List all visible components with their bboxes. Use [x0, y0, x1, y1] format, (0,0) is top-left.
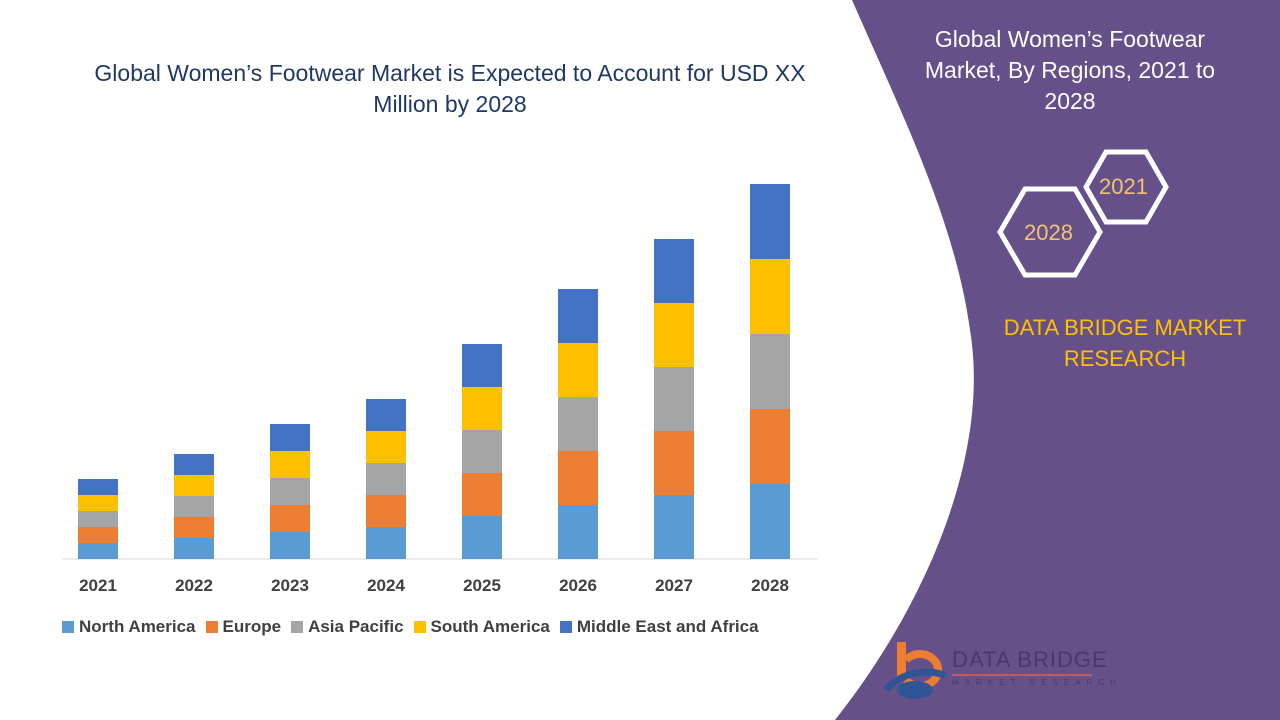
hex-label-end: 2028: [1024, 220, 1073, 245]
bar-segment-2027-south-america: [654, 303, 694, 367]
legend-swatch: [62, 621, 74, 633]
x-tick-label: 2021: [79, 576, 117, 595]
logo-icon: [883, 642, 947, 699]
x-tick-label: 2028: [751, 576, 789, 595]
legend-item: Europe: [205, 617, 282, 637]
hexagon-2028: [997, 186, 1103, 278]
bar-segment-2021-europe: [78, 527, 118, 543]
bar-segment-2021-middle-east-and-africa: [78, 479, 118, 495]
x-tick-label: 2025: [463, 576, 501, 595]
hexagon-2021: [1083, 149, 1169, 225]
bar-segment-2025-south-america: [462, 387, 502, 430]
bar-segment-2022-europe: [174, 517, 214, 538]
x-tick-label: 2024: [367, 576, 405, 595]
bar-segment-2024-middle-east-and-africa: [366, 399, 406, 431]
legend-label: Middle East and Africa: [576, 617, 759, 636]
legend-label: North America: [79, 617, 196, 636]
bar-segment-2024-europe: [366, 495, 406, 527]
legend-item: Asia Pacific: [291, 617, 404, 637]
bar-segment-2026-south-america: [558, 343, 598, 397]
bar-segment-2022-north-america: [174, 538, 214, 559]
legend-label: South America: [430, 617, 550, 636]
logo-subtext: MARKET RESEARCH: [952, 678, 1122, 687]
bars: [78, 184, 790, 559]
bar-segment-2028-asia-pacific: [750, 334, 790, 409]
logo-text: DATA BRIDGE: [952, 647, 1108, 672]
bar-segment-2027-north-america: [654, 495, 694, 559]
legend: North America Europe Asia Pacific South Ame…: [62, 617, 759, 637]
bar-segment-2023-north-america: [270, 532, 310, 559]
side-panel-title: Global Women’s Footwear Market, By Regio…: [924, 26, 1216, 114]
bar-segment-2021-north-america: [78, 543, 118, 559]
bar-segment-2027-middle-east-and-africa: [654, 239, 694, 303]
x-tick-label: 2022: [175, 576, 213, 595]
legend-item: Middle East and Africa: [559, 617, 759, 637]
legend-swatch: [291, 621, 304, 633]
bar-segment-2022-middle-east-and-africa: [174, 454, 214, 475]
bar-segment-2023-south-america: [270, 451, 310, 478]
x-tick-label: 2027: [655, 576, 693, 595]
bar-segment-2024-south-america: [366, 431, 406, 463]
bar-segment-2021-asia-pacific: [78, 511, 118, 527]
bar-segment-2026-north-america: [558, 505, 598, 559]
bar-segment-2025-middle-east-and-africa: [462, 344, 502, 387]
legend-swatch: [205, 621, 218, 633]
legend-item: North America: [62, 617, 196, 637]
x-tick-label: 2026: [559, 576, 597, 595]
bar-segment-2026-asia-pacific: [558, 397, 598, 451]
side-panel-bg: [835, 0, 1280, 720]
bar-segment-2026-europe: [558, 451, 598, 505]
legend-label: Asia Pacific: [308, 617, 404, 636]
bar-segment-2028-south-america: [750, 259, 790, 334]
bar-segment-2025-asia-pacific: [462, 430, 502, 473]
bar-segment-2023-europe: [270, 505, 310, 532]
legend-swatch: [559, 621, 572, 633]
chart-title: Global Women’s Footwear Market is Expect…: [94, 60, 806, 117]
bar-segment-2024-north-america: [366, 527, 406, 559]
bar-segment-2021-south-america: [78, 495, 118, 511]
bar-segment-2026-middle-east-and-africa: [558, 289, 598, 343]
bar-segment-2028-europe: [750, 409, 790, 484]
bar-segment-2028-north-america: [750, 484, 790, 559]
bar-segment-2024-asia-pacific: [366, 463, 406, 495]
legend-swatch: [413, 621, 426, 633]
bar-segment-2023-middle-east-and-africa: [270, 424, 310, 451]
bar-segment-2028-middle-east-and-africa: [750, 184, 790, 259]
brand-text: DATA BRIDGE MARKET RESEARCH: [1003, 315, 1247, 371]
bar-segment-2027-europe: [654, 431, 694, 495]
bar-segment-2025-europe: [462, 473, 502, 516]
legend-label: Europe: [222, 617, 282, 636]
bar-segment-2025-north-america: [462, 516, 502, 559]
bar-segment-2022-asia-pacific: [174, 496, 214, 517]
hex-label-start: 2021: [1099, 174, 1148, 199]
bar-segment-2022-south-america: [174, 475, 214, 496]
legend-item: South America: [413, 617, 550, 637]
bar-segment-2023-asia-pacific: [270, 478, 310, 505]
bar-segment-2027-asia-pacific: [654, 367, 694, 431]
x-tick-label: 2023: [271, 576, 309, 595]
